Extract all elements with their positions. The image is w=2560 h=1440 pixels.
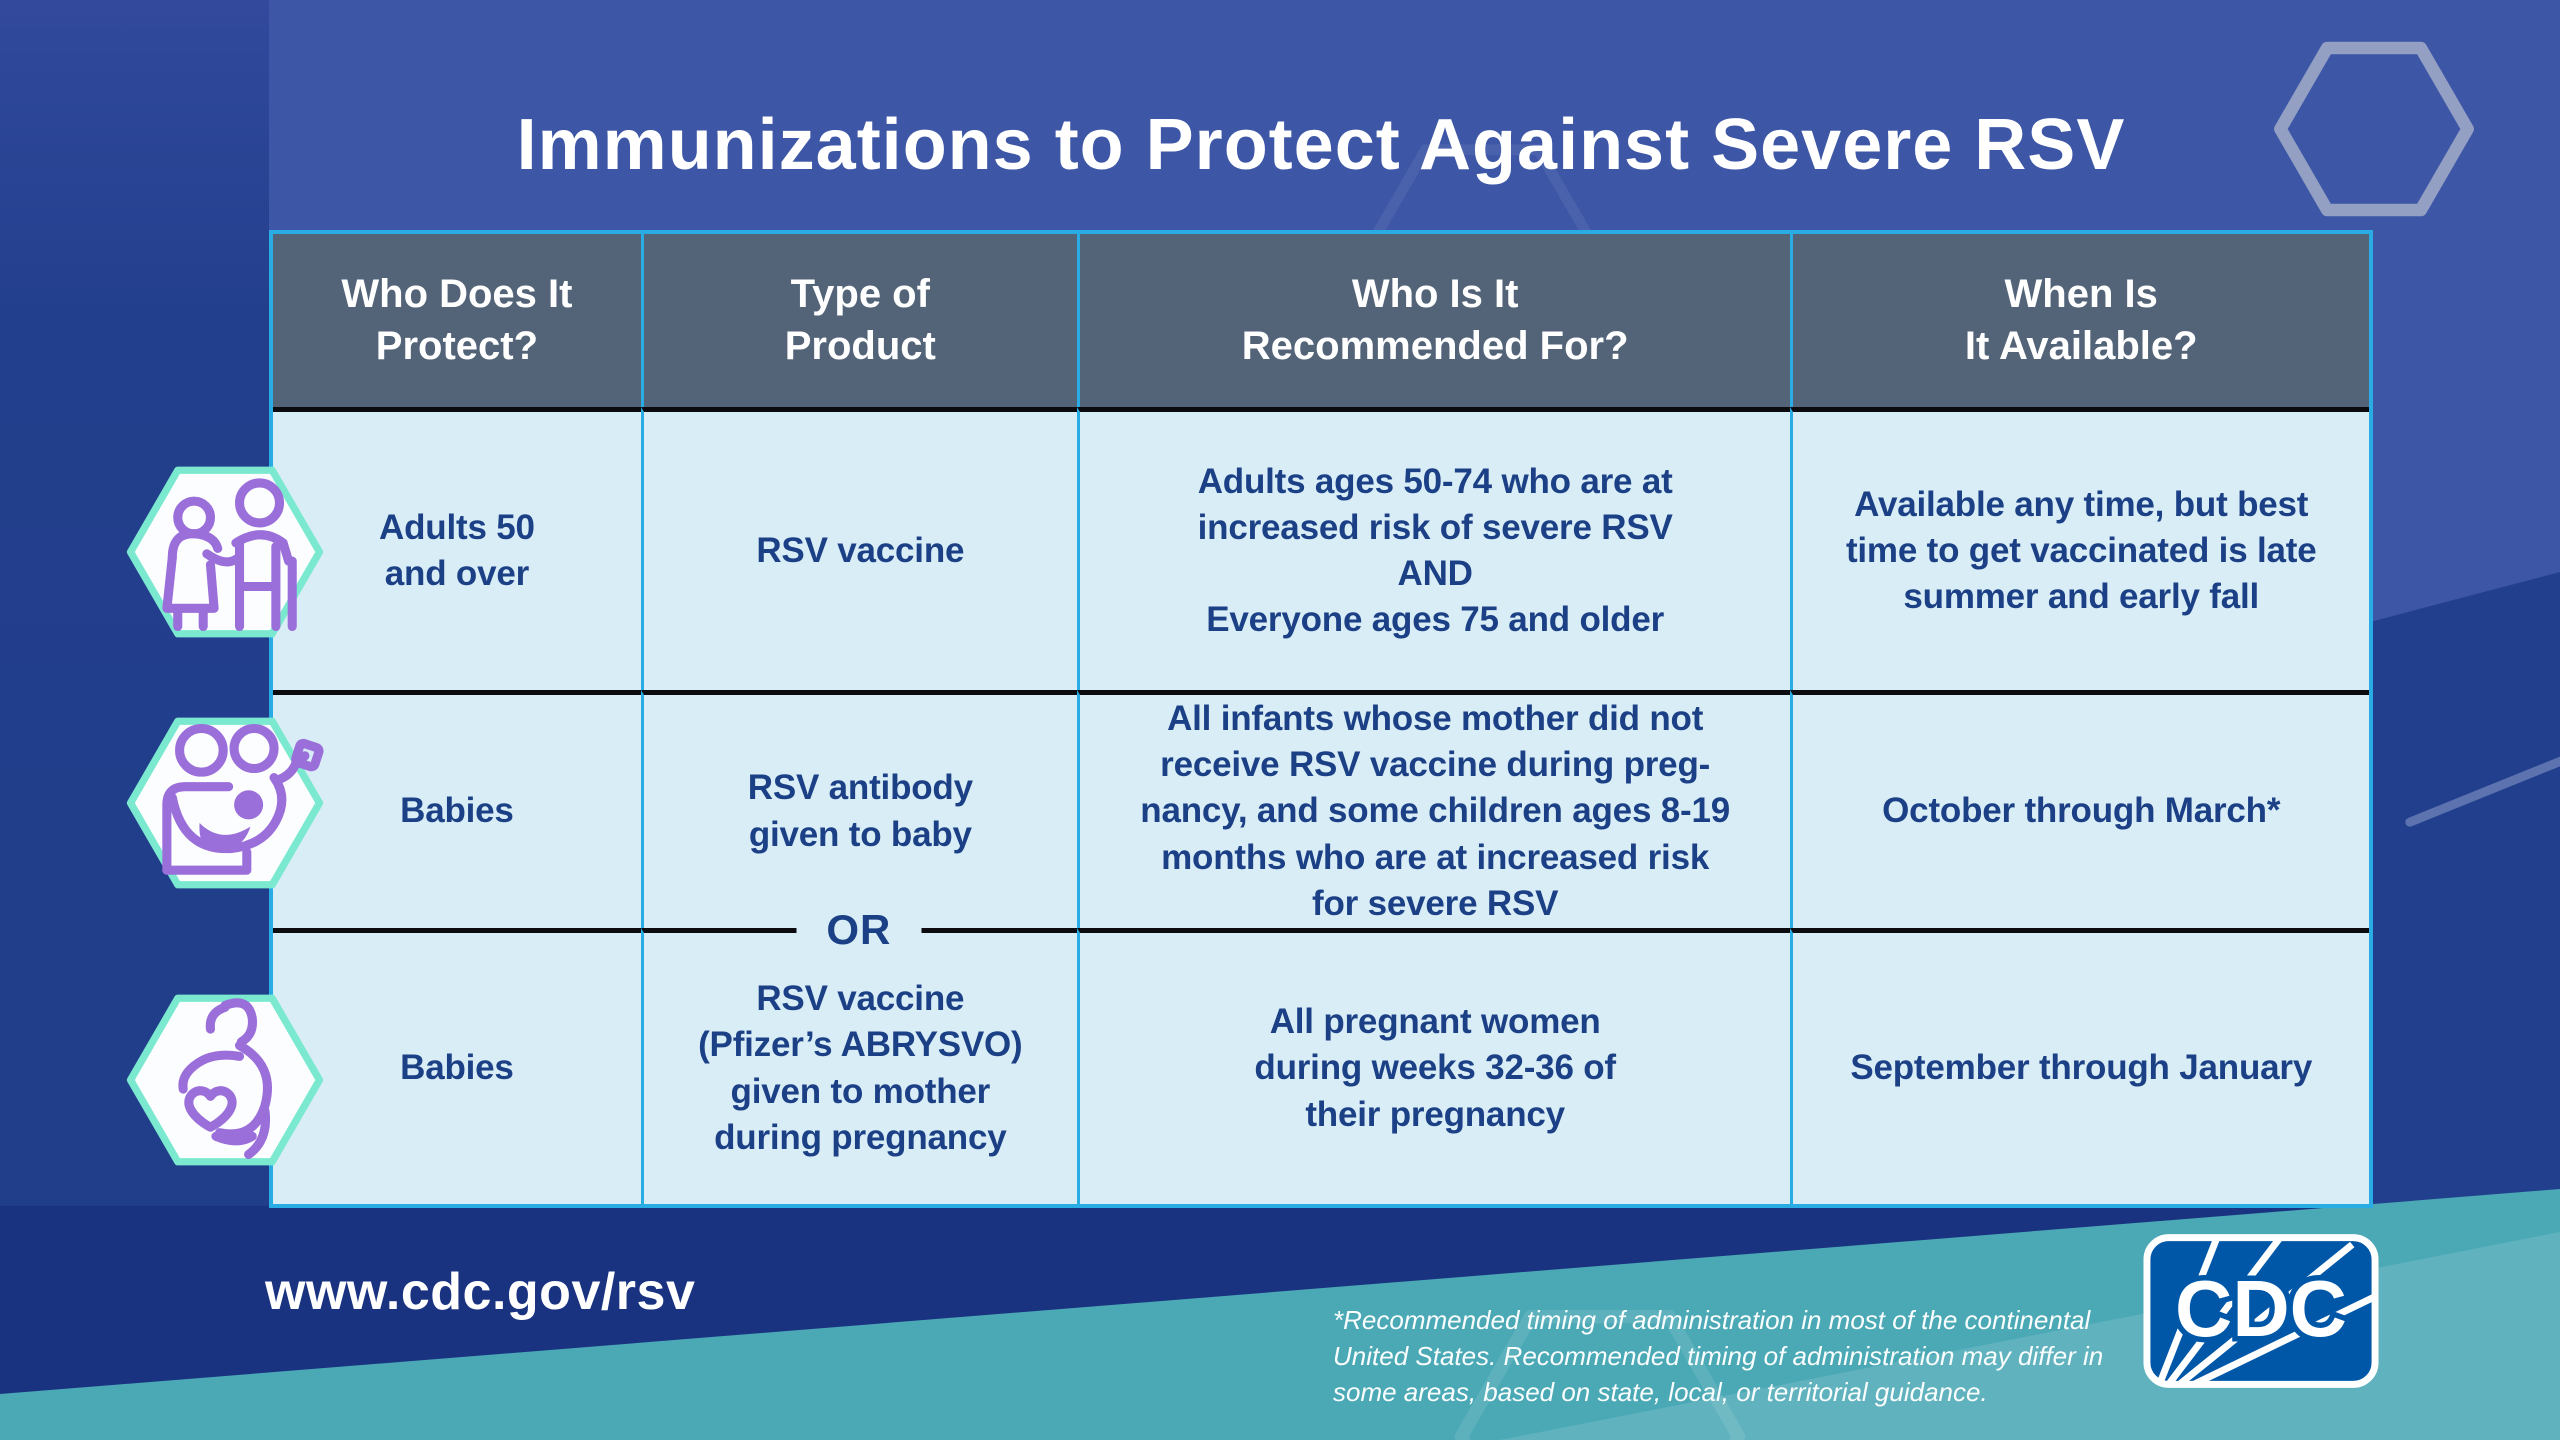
header-who-recommended-for: Who Is It Recommended For?: [1076, 234, 1791, 407]
cdc-logo: CDC: [2142, 1232, 2380, 1390]
caregiver-with-baby-icon: [116, 703, 334, 903]
older-adults-icon: [116, 452, 334, 652]
cell-row1-who: Adults 50 and over: [273, 407, 641, 690]
cell-row1-product: RSV vaccine: [640, 407, 1077, 690]
cell-row1-available: Available any time, but best time to get…: [1790, 407, 2369, 690]
cell-row3-who: Babies: [273, 928, 641, 1204]
cell-row2-available: October through March*: [1790, 690, 2369, 928]
cell-row2-who: Babies: [273, 690, 641, 928]
timing-footnote: *Recommended timing of administration in…: [1333, 1305, 2104, 1407]
cell-row1-recommended: Adults ages 50-74 who are at increased r…: [1076, 407, 1791, 690]
hexagon-outline-icon: [1440, 1290, 1760, 1440]
hexagon-outline-icon: [2266, 30, 2482, 232]
cell-row2-product: RSV antibody given to baby: [640, 690, 1077, 928]
cdc-rsv-url[interactable]: www.cdc.gov/rsv: [265, 1263, 696, 1321]
cdc-logo-text: CDC: [2175, 1264, 2347, 1353]
header-when-available: When Is It Available?: [1790, 234, 2369, 407]
cell-row3-recommended: All pregnant women during weeks 32-36 of…: [1076, 928, 1791, 1204]
or-divider-label: OR: [796, 904, 922, 956]
background-right-band: [2370, 572, 2560, 1220]
pregnant-woman-icon: [116, 980, 334, 1180]
cell-row3-available: September through January: [1790, 928, 2369, 1204]
header-type-of-product: Type of Product: [640, 234, 1077, 407]
cell-row2-recommended: All infants whose mother did not receive…: [1076, 690, 1791, 928]
header-who-does-it-protect: Who Does It Protect?: [273, 234, 641, 407]
rsv-immunization-table: Who Does It Protect? Type of Product Who…: [269, 230, 2373, 1208]
cell-row3-product: RSV vaccine (Pfizer’s ABRYSVO) given to …: [640, 928, 1077, 1204]
page-title: Immunizations to Protect Against Severe …: [516, 105, 2126, 185]
